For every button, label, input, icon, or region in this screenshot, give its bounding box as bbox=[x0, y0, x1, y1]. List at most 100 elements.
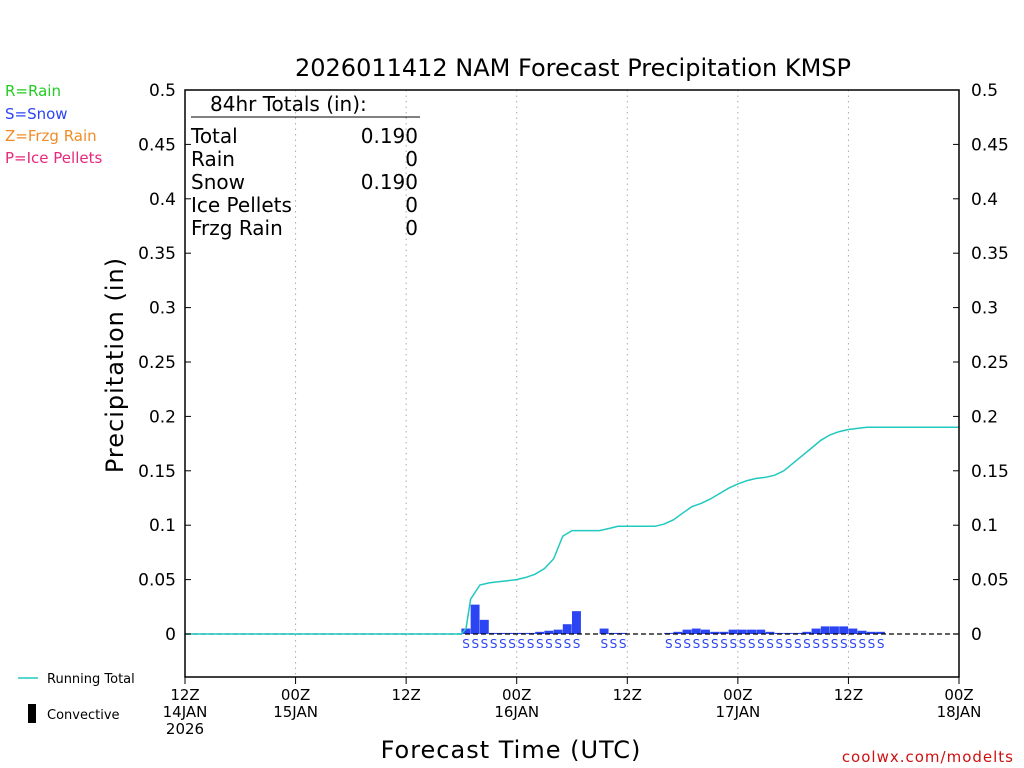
ptype-mark: S bbox=[840, 637, 848, 651]
y-axis-ticks: 0 00.05 0.050.1 0.10.15 0.150.2 0.20.25 0.250.… bbox=[138, 81, 1009, 645]
snow-bar bbox=[673, 631, 683, 634]
plot-frame bbox=[184, 89, 960, 678]
ptype-legend: R=Rain S=Snow Z=Frzg Rain P=Ice Pellets bbox=[5, 82, 102, 167]
snow-bar bbox=[572, 611, 581, 634]
y-tick-label-left: 0.45 bbox=[138, 135, 176, 155]
ptype-mark: S bbox=[822, 637, 830, 651]
ptype-mark: S bbox=[545, 637, 553, 651]
y-tick-label-left: 0.05 bbox=[138, 571, 176, 591]
y-tick-label-right: 0.1 bbox=[971, 516, 998, 536]
y-tick-label-left: 0.35 bbox=[138, 244, 176, 264]
ptype-mark: S bbox=[739, 637, 747, 651]
ptype-mark: S bbox=[720, 637, 728, 651]
snow-bar bbox=[618, 632, 627, 634]
y-tick-label-right: 0.4 bbox=[971, 190, 998, 210]
snow-bar bbox=[857, 630, 867, 634]
y-tick-label-right: 0.15 bbox=[971, 462, 1009, 482]
ptype-mark: S bbox=[471, 637, 479, 651]
snow-bar bbox=[876, 631, 885, 634]
snow-bar bbox=[599, 628, 609, 634]
running-total-group bbox=[185, 426, 959, 635]
x-tick-label: 18JAN bbox=[937, 703, 982, 721]
totals-row-value: 0 bbox=[405, 193, 418, 217]
x-tick-label: 17JAN bbox=[715, 703, 760, 721]
totals-row-label: Rain bbox=[191, 147, 235, 171]
running-total-key-label: Running Total bbox=[47, 672, 135, 687]
x-tick-label: 15JAN bbox=[273, 703, 318, 721]
snow-bar bbox=[710, 631, 720, 634]
ptype-mark: S bbox=[527, 637, 535, 651]
ptype-mark: S bbox=[490, 637, 498, 651]
snow-bar bbox=[479, 619, 489, 634]
snow-bar bbox=[811, 628, 821, 634]
x-tick-label: 2026 bbox=[166, 720, 204, 738]
series-key: Running Total Convective bbox=[18, 672, 135, 723]
y-tick-label-left: 0.3 bbox=[149, 299, 176, 319]
snow-bar bbox=[507, 632, 517, 634]
snow-bar bbox=[691, 628, 701, 634]
snow-bar bbox=[839, 626, 849, 634]
snow-bar bbox=[553, 629, 563, 634]
snow-bar bbox=[535, 631, 545, 634]
ptype-mark: S bbox=[868, 637, 876, 651]
x-tick-label: 12Z bbox=[613, 686, 642, 704]
snow-bar bbox=[737, 629, 747, 634]
totals-box: 84hr Totals (in): Total 0.190 Rain 0 Snow 0.1… bbox=[190, 92, 420, 240]
x-tick-label: 12Z bbox=[391, 686, 420, 704]
y-tick-label-right: 0 bbox=[971, 625, 982, 645]
ptype-mark: S bbox=[600, 637, 608, 651]
ptype-mark: S bbox=[610, 637, 618, 651]
y-tick-label-left: 0.1 bbox=[149, 516, 176, 536]
ptype-mark: S bbox=[536, 637, 544, 651]
totals-header: 84hr Totals (in): bbox=[210, 92, 367, 116]
chart-title: 2026011412 NAM Forecast Precipitation KM… bbox=[295, 54, 851, 82]
ptype-mark: S bbox=[518, 637, 526, 651]
x-tick-label: 00Z bbox=[944, 686, 973, 704]
watermark: coolwx.com/modelts bbox=[842, 748, 1014, 766]
ptype-mark: S bbox=[702, 637, 710, 651]
y-tick-label-right: 0.3 bbox=[971, 299, 998, 319]
ptype-mark: S bbox=[794, 637, 802, 651]
snow-bar bbox=[728, 629, 738, 634]
ptype-mark: S bbox=[508, 637, 516, 651]
snow-bar bbox=[802, 631, 812, 634]
totals-row-label: Total bbox=[190, 124, 238, 148]
y-tick-label-left: 0.5 bbox=[149, 81, 176, 101]
x-tick-label: 16JAN bbox=[494, 703, 539, 721]
ptype-mark: S bbox=[619, 637, 627, 651]
totals-row-value: 0.190 bbox=[361, 124, 418, 148]
convective-key-swatch bbox=[28, 704, 36, 723]
ptype-mark: S bbox=[803, 637, 811, 651]
snow-bar bbox=[701, 629, 710, 634]
x-tick-label: 00Z bbox=[723, 686, 752, 704]
y-tick-label-right: 0.45 bbox=[971, 135, 1009, 155]
y-tick-label-left: 0.25 bbox=[138, 353, 176, 373]
y-tick-label-right: 0.5 bbox=[971, 81, 998, 101]
x-axis-label: Forecast Time (UTC) bbox=[381, 736, 642, 764]
snow-bar bbox=[820, 626, 830, 634]
y-tick-label-right: 0.05 bbox=[971, 571, 1009, 591]
snow-bar bbox=[866, 631, 876, 634]
ptype-mark: S bbox=[729, 637, 737, 651]
totals-row-label: Snow bbox=[191, 170, 245, 194]
totals-row-value: 0.190 bbox=[361, 170, 418, 194]
ptype-mark: S bbox=[757, 637, 765, 651]
x-tick-label: 12Z bbox=[834, 686, 863, 704]
legend-ice-pellets: P=Ice Pellets bbox=[5, 149, 102, 167]
ptype-mark: S bbox=[462, 637, 470, 651]
snow-bar bbox=[461, 628, 471, 634]
snow-bar bbox=[848, 628, 858, 634]
totals-row-value: 0 bbox=[405, 147, 418, 171]
snow-bar bbox=[830, 626, 839, 634]
legend-rain: R=Rain bbox=[5, 82, 61, 100]
ptype-mark: S bbox=[849, 637, 857, 651]
x-tick-label: 00Z bbox=[502, 686, 531, 704]
y-tick-label-right: 0.25 bbox=[971, 353, 1009, 373]
ptype-mark: S bbox=[831, 637, 839, 651]
snow-bar bbox=[747, 629, 756, 634]
ptype-mark: S bbox=[481, 637, 489, 651]
x-tick-label: 14JAN bbox=[163, 703, 208, 721]
